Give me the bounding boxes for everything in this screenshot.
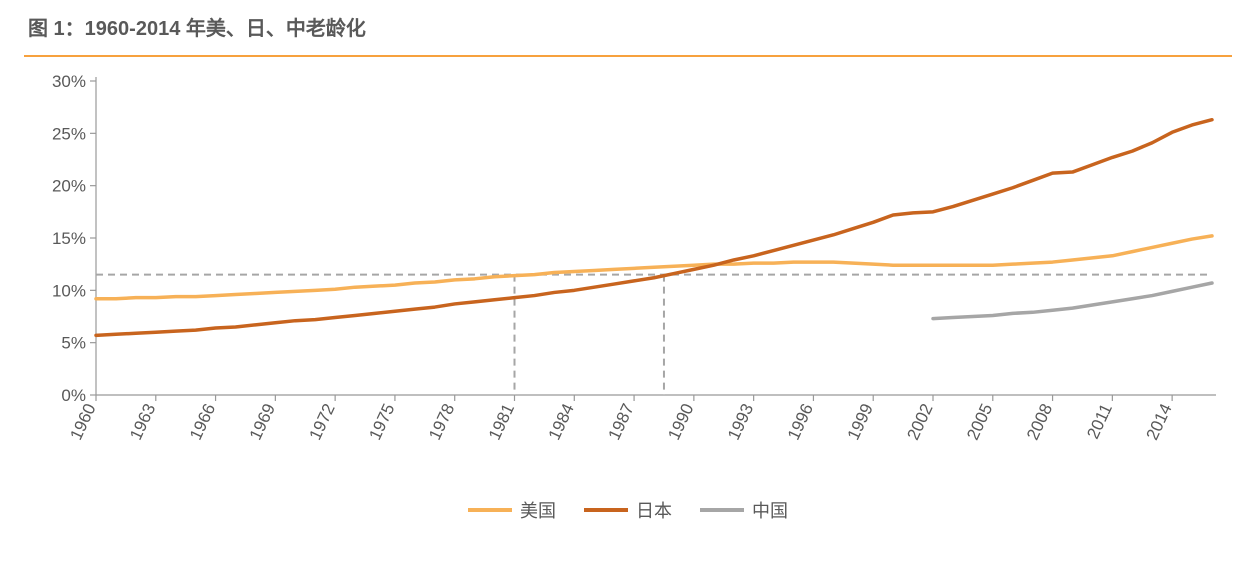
legend-swatch [468, 508, 512, 512]
chart-container: 0%5%10%15%20%25%30%196019631966196919721… [24, 65, 1232, 495]
legend-item: 中国 [700, 497, 788, 523]
legend-label: 美国 [520, 497, 556, 523]
svg-text:20%: 20% [52, 177, 86, 196]
svg-text:15%: 15% [52, 229, 86, 248]
svg-text:5%: 5% [61, 334, 86, 353]
line-chart: 0%5%10%15%20%25%30%196019631966196919721… [24, 65, 1232, 495]
title-underline [24, 55, 1232, 57]
legend-swatch [584, 508, 628, 512]
chart-title-bar: 图 1：1960-2014 年美、日、中老龄化 [0, 0, 1256, 49]
legend-item: 日本 [584, 497, 672, 523]
svg-text:25%: 25% [52, 124, 86, 143]
svg-text:30%: 30% [52, 72, 86, 91]
chart-title: 图 1：1960-2014 年美、日、中老龄化 [28, 18, 366, 40]
legend-item: 美国 [468, 497, 556, 523]
legend-label: 日本 [636, 497, 672, 523]
svg-text:10%: 10% [52, 281, 86, 300]
legend-label: 中国 [752, 497, 788, 523]
legend-swatch [700, 508, 744, 512]
legend: 美国 日本 中国 [0, 497, 1256, 523]
